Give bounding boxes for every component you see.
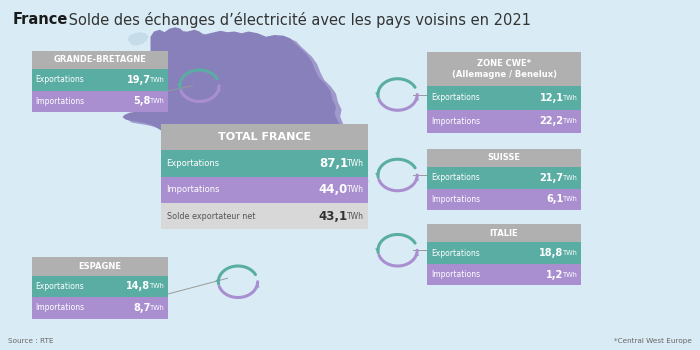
Text: TWh: TWh xyxy=(150,98,165,104)
Text: 1,2: 1,2 xyxy=(546,270,564,280)
Text: Importations: Importations xyxy=(167,186,220,194)
Polygon shape xyxy=(122,27,350,179)
Text: 19,7: 19,7 xyxy=(127,75,150,85)
Text: Exportations: Exportations xyxy=(431,173,480,182)
Text: SUISSE: SUISSE xyxy=(487,153,521,162)
Text: TWh: TWh xyxy=(564,175,578,181)
Text: Exportations: Exportations xyxy=(167,159,220,168)
Text: 44,0: 44,0 xyxy=(318,183,348,196)
FancyBboxPatch shape xyxy=(427,242,581,264)
Text: *Central West Europe: *Central West Europe xyxy=(614,338,692,344)
Text: Source : RTE: Source : RTE xyxy=(8,338,54,344)
Text: 5,8: 5,8 xyxy=(133,96,150,106)
Text: 18,8: 18,8 xyxy=(539,248,564,258)
Text: ESPAGNE: ESPAGNE xyxy=(78,262,121,271)
Text: TOTAL FRANCE: TOTAL FRANCE xyxy=(218,132,311,142)
Text: GRANDE-BRETAGNE: GRANDE-BRETAGNE xyxy=(53,55,146,64)
Text: TWh: TWh xyxy=(150,284,165,289)
Text: TWh: TWh xyxy=(150,305,165,311)
Text: ITALIE: ITALIE xyxy=(490,229,518,238)
Polygon shape xyxy=(346,164,370,186)
Text: ZONE CWE*
(Allemagne / Benelux): ZONE CWE* (Allemagne / Benelux) xyxy=(452,60,556,79)
Text: Exportations: Exportations xyxy=(36,282,85,291)
Text: 14,8: 14,8 xyxy=(127,281,150,291)
Text: Exportations: Exportations xyxy=(431,93,480,103)
Text: 21,7: 21,7 xyxy=(540,173,564,183)
FancyBboxPatch shape xyxy=(161,177,368,203)
Polygon shape xyxy=(127,32,148,46)
Text: Importations: Importations xyxy=(431,270,480,279)
Text: TWh: TWh xyxy=(347,212,364,220)
Text: 12,1: 12,1 xyxy=(540,93,564,103)
Text: 43,1: 43,1 xyxy=(318,210,348,223)
Text: Importations: Importations xyxy=(36,303,85,312)
FancyBboxPatch shape xyxy=(427,52,581,86)
Text: 6,1: 6,1 xyxy=(546,194,564,204)
Text: Solde des échanges d’électricité avec les pays voisins en 2021: Solde des échanges d’électricité avec le… xyxy=(64,12,531,28)
Text: 8,7: 8,7 xyxy=(133,303,150,313)
FancyBboxPatch shape xyxy=(32,91,168,112)
FancyBboxPatch shape xyxy=(427,264,581,285)
Text: TWh: TWh xyxy=(347,159,364,168)
FancyBboxPatch shape xyxy=(32,276,168,297)
FancyBboxPatch shape xyxy=(161,150,368,177)
Text: TWh: TWh xyxy=(564,196,578,202)
FancyBboxPatch shape xyxy=(32,257,168,276)
FancyBboxPatch shape xyxy=(32,51,168,69)
Text: Importations: Importations xyxy=(431,117,480,126)
Text: France: France xyxy=(13,12,68,27)
Text: TWh: TWh xyxy=(564,272,578,278)
Text: Exportations: Exportations xyxy=(431,248,480,258)
Polygon shape xyxy=(128,30,356,182)
FancyBboxPatch shape xyxy=(427,149,581,167)
Polygon shape xyxy=(203,177,329,188)
FancyBboxPatch shape xyxy=(32,297,168,318)
Text: 87,1: 87,1 xyxy=(318,157,348,170)
Text: TWh: TWh xyxy=(564,250,578,256)
FancyBboxPatch shape xyxy=(427,224,581,242)
FancyBboxPatch shape xyxy=(161,124,368,150)
FancyBboxPatch shape xyxy=(32,69,168,91)
Text: Importations: Importations xyxy=(36,97,85,106)
FancyBboxPatch shape xyxy=(427,189,581,210)
FancyBboxPatch shape xyxy=(427,110,581,133)
Text: TWh: TWh xyxy=(564,118,578,124)
FancyBboxPatch shape xyxy=(161,203,368,229)
FancyBboxPatch shape xyxy=(427,167,581,189)
Text: Importations: Importations xyxy=(431,195,480,204)
FancyBboxPatch shape xyxy=(427,86,581,110)
Text: Exportations: Exportations xyxy=(36,75,85,84)
Text: TWh: TWh xyxy=(347,186,364,194)
Text: Solde exportateur net: Solde exportateur net xyxy=(167,212,255,220)
Text: 22,2: 22,2 xyxy=(540,116,564,126)
Text: TWh: TWh xyxy=(564,95,578,101)
Text: TWh: TWh xyxy=(150,77,165,83)
